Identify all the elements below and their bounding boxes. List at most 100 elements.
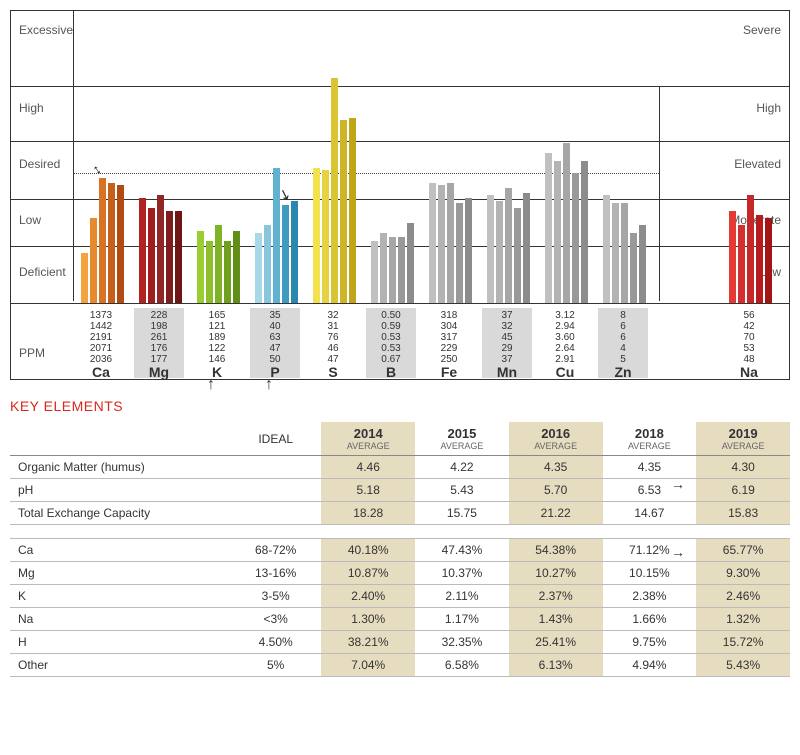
col-year-2014: 2014AVERAGE: [321, 422, 415, 456]
bar: [224, 241, 231, 303]
cell-value: 1.32%: [696, 608, 790, 631]
bar: [554, 161, 561, 303]
bar: [487, 195, 494, 303]
ppm-col-mg: 228198261176177Mg: [134, 308, 184, 378]
ideal-value: [230, 479, 321, 502]
ppm-value: 76: [308, 332, 358, 343]
bar: [108, 183, 115, 303]
level-severe: Severe: [743, 23, 781, 37]
cell-value: 15.75: [415, 502, 509, 525]
ppm-section: PPM 13731442219120712036Ca22819826117617…: [11, 303, 789, 381]
bar: [438, 185, 445, 303]
bar: [581, 161, 588, 303]
ppm-value: 6: [598, 332, 648, 343]
table-row: Na<3%1.30%1.17%1.43%1.66%1.32%: [10, 608, 790, 631]
ideal-value: [230, 456, 321, 479]
bar: [545, 153, 552, 303]
row-label: H: [10, 631, 230, 654]
bar: [371, 241, 378, 303]
bar: [273, 168, 280, 303]
element-symbol: Fe: [424, 367, 474, 378]
bar: [612, 203, 619, 303]
col-year-2018: 2018AVERAGE: [603, 422, 697, 456]
cell-value: 25.41%: [509, 631, 603, 654]
ppm-col-p: 3540634750P: [250, 308, 300, 378]
bar: [738, 225, 745, 303]
ppm-col-k: 165121189122146K: [192, 308, 242, 378]
bar: [447, 183, 454, 303]
ppm-col-s: 3231764647S: [308, 308, 358, 378]
cell-value: 5.18: [321, 479, 415, 502]
ppm-value: 46: [308, 343, 358, 354]
cell-value: 2.38%: [603, 585, 697, 608]
arrow-ca: →: [671, 544, 685, 560]
bar: [322, 170, 329, 303]
level-elevated: Elevated: [734, 157, 781, 171]
ppm-value: 56: [724, 310, 774, 321]
level-excessive: Excessive: [19, 23, 73, 37]
ppm-value: 317: [424, 332, 474, 343]
level-high-r: High: [756, 101, 781, 115]
cell-value: 2.40%: [321, 585, 415, 608]
bar: [429, 183, 436, 303]
bars-fe: [429, 183, 472, 303]
cell-value: 5.70: [509, 479, 603, 502]
bar: [340, 120, 347, 303]
cell-value: 4.46: [321, 456, 415, 479]
table-row: Other5%7.04%6.58%6.13%4.94%5.43%: [10, 654, 790, 677]
level-low: Low: [19, 213, 41, 227]
cell-value: 4.22: [415, 456, 509, 479]
bar: [157, 195, 164, 303]
cell-value: 10.37%: [415, 562, 509, 585]
row-label: Ca: [10, 539, 230, 562]
bars-cu: [545, 143, 588, 303]
table-row: Total Exchange Capacity18.2815.7521.2214…: [10, 502, 790, 525]
ppm-col-b: 0.500.590.530.530.67B: [366, 308, 416, 378]
element-symbol: Mg: [134, 367, 184, 378]
cell-value: 6.19: [696, 479, 790, 502]
bar: [456, 203, 463, 303]
ideal-value: [230, 502, 321, 525]
bar: [496, 201, 503, 303]
ideal-value: <3%: [230, 608, 321, 631]
bar: [291, 201, 298, 303]
bar: [282, 205, 289, 303]
bar: [765, 218, 772, 303]
level-high: High: [19, 101, 44, 115]
cell-value: 15.72%: [696, 631, 790, 654]
bar: [81, 253, 88, 303]
ppm-value: 318: [424, 310, 474, 321]
bar: [398, 237, 405, 303]
bar: [255, 233, 262, 303]
col-year-2016: 2016AVERAGE: [509, 422, 603, 456]
ppm-value: 1442: [76, 321, 126, 332]
ppm-col-cu: 3.122.943.602.642.91Cu: [540, 308, 590, 378]
ppm-col-fe: 318304317229250Fe: [424, 308, 474, 378]
cell-value: 54.38%: [509, 539, 603, 562]
bar: [407, 223, 414, 303]
row-label: Organic Matter (humus): [10, 456, 230, 479]
arrow-ph: →: [671, 476, 685, 492]
ppm-value: 47: [250, 343, 300, 354]
cell-value: 1.43%: [509, 608, 603, 631]
col-year-2015: 2015AVERAGE: [415, 422, 509, 456]
element-symbol: K: [192, 367, 242, 378]
ppm-value: 6: [598, 321, 648, 332]
ppm-col-ca: 13731442219120712036Ca: [76, 308, 126, 378]
bar: [380, 233, 387, 303]
cell-value: 4.94%: [603, 654, 697, 677]
cell-value: 9.75%: [603, 631, 697, 654]
cell-value: 2.37%: [509, 585, 603, 608]
ideal-value: 3-5%: [230, 585, 321, 608]
soil-chart: Excessive High Desired Low Deficient Sev…: [10, 10, 790, 380]
cell-value: 65.77%: [696, 539, 790, 562]
ideal-value: 68-72%: [230, 539, 321, 562]
table-row: Mg13-16%10.87%10.37%10.27%10.15%9.30%: [10, 562, 790, 585]
ppm-value: 70: [724, 332, 774, 343]
ppm-value: 228: [134, 310, 184, 321]
ppm-value: 32: [308, 310, 358, 321]
ppm-value: 261: [134, 332, 184, 343]
cell-value: 10.87%: [321, 562, 415, 585]
cell-value: 2.11%: [415, 585, 509, 608]
cell-value: 10.15%: [603, 562, 697, 585]
